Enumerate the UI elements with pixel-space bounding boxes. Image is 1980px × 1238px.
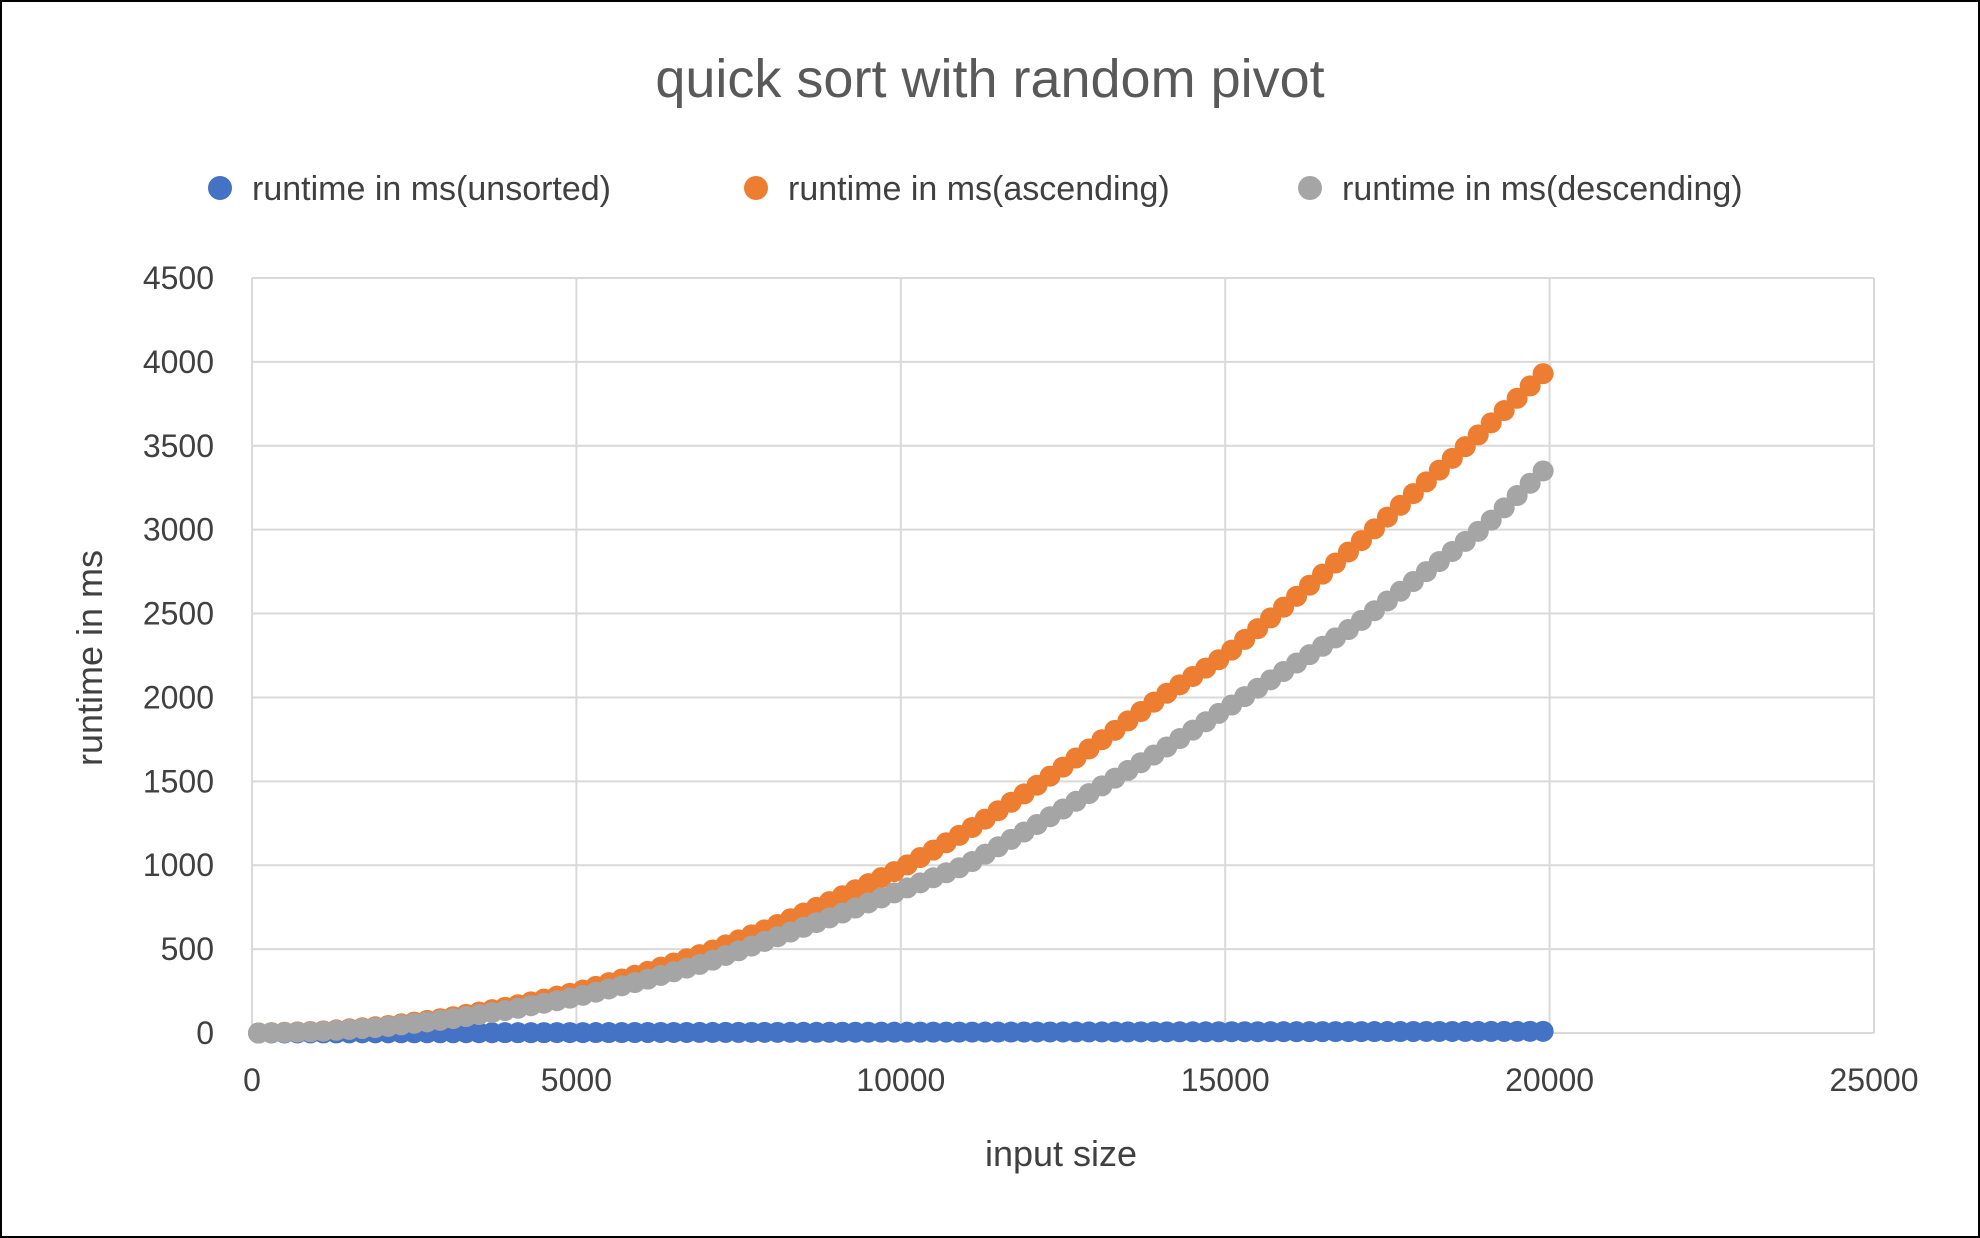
legend-item-2: runtime in ms(descending) <box>1298 170 1743 208</box>
gridlines <box>251 277 1875 1034</box>
legend-marker <box>744 176 768 200</box>
x-tick-label: 10000 <box>856 1062 945 1098</box>
y-tick-label: 0 <box>196 1015 214 1051</box>
legend-item-1: runtime in ms(ascending) <box>744 170 1170 208</box>
y-tick-label: 2000 <box>143 679 214 715</box>
x-tick-label: 20000 <box>1505 1062 1594 1098</box>
data-point <box>1532 1020 1554 1042</box>
x-tick-label: 5000 <box>541 1062 612 1098</box>
chart-title: quick sort with random pivot <box>655 49 1324 109</box>
y-tick-label: 3500 <box>143 428 214 464</box>
y-tick-label: 4500 <box>143 260 214 296</box>
y-tick-label: 2500 <box>143 596 214 632</box>
y-axis-ticks: 0 500 1000 1500 2000 2500 3000 3500 4000 4500 <box>143 260 214 1051</box>
legend-marker <box>1298 176 1322 200</box>
x-axis-ticks: 0 5000 10000 15000 20000 25000 <box>243 1062 1918 1098</box>
x-axis-label: input size <box>985 1133 1137 1174</box>
y-tick-label: 3000 <box>143 512 214 548</box>
legend-item-0: runtime in ms(unsorted) <box>208 170 611 208</box>
x-tick-label: 15000 <box>1181 1062 1270 1098</box>
x-tick-label: 0 <box>243 1062 261 1098</box>
plot-series <box>247 363 1554 1044</box>
legend-marker <box>208 176 232 200</box>
legend: runtime in ms(unsorted) runtime in ms(asc… <box>208 170 1743 208</box>
y-axis-label: runtime in ms <box>69 550 110 766</box>
series-2 <box>247 460 1554 1044</box>
data-point <box>1532 363 1554 385</box>
x-tick-label: 25000 <box>1830 1062 1919 1098</box>
y-tick-label: 1500 <box>143 763 214 799</box>
data-point <box>1532 460 1554 482</box>
legend-label: runtime in ms(unsorted) <box>252 170 611 208</box>
legend-label: runtime in ms(ascending) <box>788 170 1170 208</box>
y-tick-label: 1000 <box>143 847 214 883</box>
y-tick-label: 500 <box>161 931 214 967</box>
legend-label: runtime in ms(descending) <box>1342 170 1743 208</box>
y-tick-label: 4000 <box>143 344 214 380</box>
